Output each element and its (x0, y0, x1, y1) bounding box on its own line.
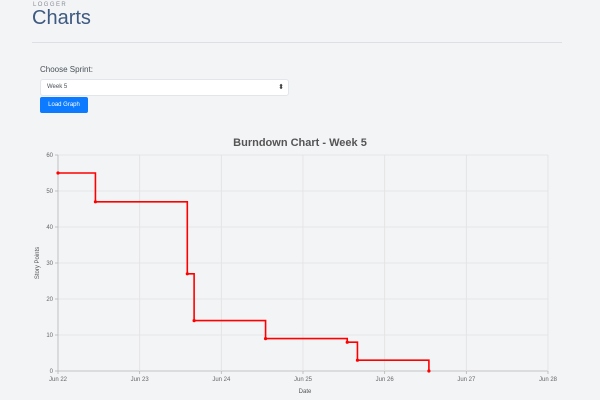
x-tick-label: Jun 23 (131, 377, 150, 383)
data-point (345, 340, 349, 344)
data-point (263, 337, 268, 341)
data-point (427, 369, 431, 373)
load-graph-button[interactable]: Load Graph (40, 97, 88, 113)
data-point (93, 200, 98, 204)
page-title: Charts (32, 7, 91, 29)
data-point (185, 272, 189, 276)
data-point (355, 358, 360, 362)
y-tick-label: 10 (46, 333, 53, 339)
data-point (56, 171, 60, 175)
sprint-label: Choose Sprint: (40, 65, 93, 74)
sprint-select-value: Week 5 (47, 84, 68, 90)
header-divider (32, 42, 562, 43)
x-tick-label: Jun 25 (294, 377, 313, 383)
x-tick-labels: Jun 22 Jun 23 Jun 24 Jun 25 Jun 26 Jun 27 Jun … (49, 377, 558, 383)
y-axis-label: Story Points (35, 247, 41, 279)
y-tick-label: 40 (46, 225, 53, 231)
y-tick-label: 50 (46, 189, 53, 195)
series (56, 171, 431, 373)
x-axis-label: Date (299, 389, 312, 395)
burndown-line (58, 172, 430, 371)
sprint-select[interactable]: Week 5 ⬍ (40, 79, 289, 96)
y-tick-label: 30 (46, 261, 53, 267)
x-tick-label: Jun 27 (457, 377, 476, 383)
data-point (192, 319, 196, 323)
chevron-updown-icon: ⬍ (278, 84, 284, 91)
x-tick-label: Jun 24 (212, 377, 231, 383)
x-tick-label: Jun 28 (539, 377, 558, 383)
x-tick-label: Jun 26 (376, 377, 395, 383)
y-tick-labels: 0 10 20 30 40 50 60 (46, 153, 53, 375)
y-tick-label: 0 (50, 369, 54, 375)
y-tick-label: 20 (46, 297, 53, 303)
axes (55, 154, 549, 374)
y-tick-label: 60 (46, 153, 53, 159)
x-tick-label: Jun 22 (49, 377, 68, 383)
chart-title: Burndown Chart - Week 5 (233, 137, 367, 149)
logger-eyebrow: LOGGER (33, 2, 68, 8)
